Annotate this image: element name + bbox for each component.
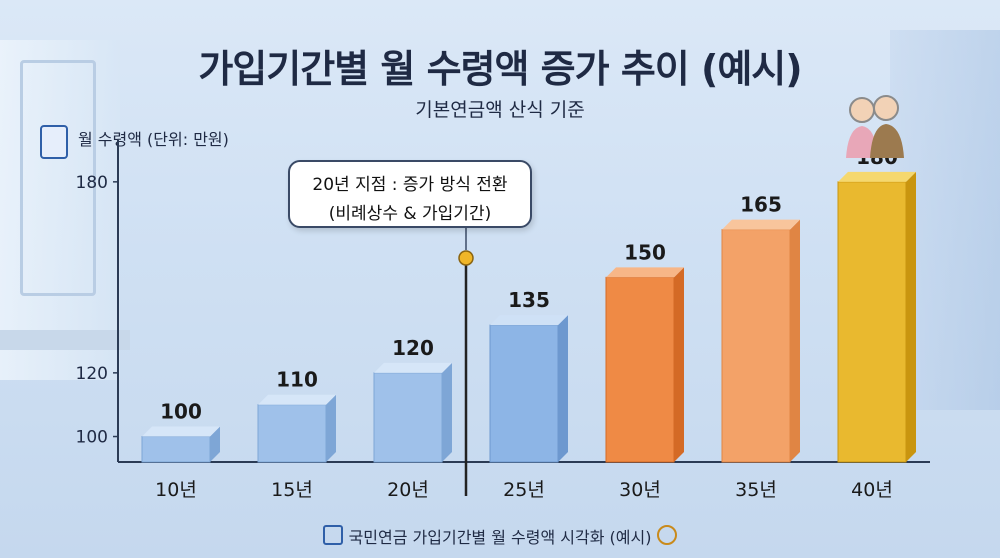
bar-value-label-0: 100 [160, 400, 202, 424]
y-axis-label: 월 수령액 (단위: 만원) [78, 130, 229, 149]
bar-side-6 [906, 171, 916, 462]
x-tick-label-4: 30년 [619, 479, 661, 501]
bar-3 [489, 324, 559, 463]
bar-top-1 [258, 394, 336, 405]
bar-side-3 [558, 315, 568, 462]
calculator-icon [40, 125, 68, 159]
x-tick-label-6: 40년 [851, 479, 893, 501]
bar-top-4 [606, 267, 684, 278]
chart-subtitle: 기본연금액 산식 기준 [415, 99, 585, 121]
chart-calculator-icon [322, 525, 343, 545]
annotation-marker [458, 250, 474, 266]
bar-side-4 [674, 267, 684, 462]
bar-top-0 [142, 426, 220, 437]
x-tick-label-3: 25년 [503, 479, 545, 501]
bar-side-5 [790, 219, 800, 462]
money-hand-icon [657, 525, 678, 545]
bar-top-3 [490, 315, 568, 326]
footer-caption: 국민연금 가입기간별 월 수령액 시각화 (예시) [0, 524, 1000, 548]
bar-value-label-4: 150 [624, 240, 666, 264]
bar-value-label-2: 120 [392, 336, 434, 360]
bar-top-5 [722, 219, 800, 230]
elderly-couple-icon [846, 95, 904, 158]
bar-side-0 [210, 426, 220, 462]
bar-2 [373, 372, 443, 463]
callout-line-1: 20년 지점 : 증가 방식 전환 [312, 175, 508, 195]
x-tick-label-1: 15년 [271, 479, 313, 501]
bar-side-1 [326, 394, 336, 462]
y-tick-label-1: 120 [76, 364, 108, 384]
bar-1 [257, 404, 327, 463]
background-window-frame [20, 60, 96, 296]
bar-side-2 [442, 362, 452, 462]
x-tick-label-5: 35년 [735, 479, 777, 501]
footer-text: 국민연금 가입기간별 월 수령액 시각화 (예시) [348, 528, 652, 547]
bar-5 [721, 229, 791, 463]
bar-value-label-5: 165 [740, 193, 782, 217]
bar-0 [141, 436, 211, 463]
x-tick-label-0: 10년 [155, 479, 197, 501]
chart-title: 가입기간별 월 수령액 증가 추이 (예시) [198, 47, 802, 91]
y-tick-label-0: 100 [76, 428, 108, 448]
bar-6 [837, 181, 907, 463]
bar-value-label-1: 110 [276, 368, 318, 392]
x-tick-label-2: 20년 [387, 479, 429, 501]
background-desk [0, 330, 130, 350]
y-tick-label-2: 180 [76, 173, 108, 193]
bar-top-2 [374, 362, 452, 373]
bar-value-label-3: 135 [508, 288, 550, 312]
annotation-callout: 20년 지점 : 증가 방식 전환 (비례상수 & 가입기간) [288, 160, 532, 228]
callout-line-2: (비례상수 & 가입기간) [328, 204, 492, 224]
bar-4 [605, 276, 675, 463]
bar-top-6 [838, 171, 916, 182]
